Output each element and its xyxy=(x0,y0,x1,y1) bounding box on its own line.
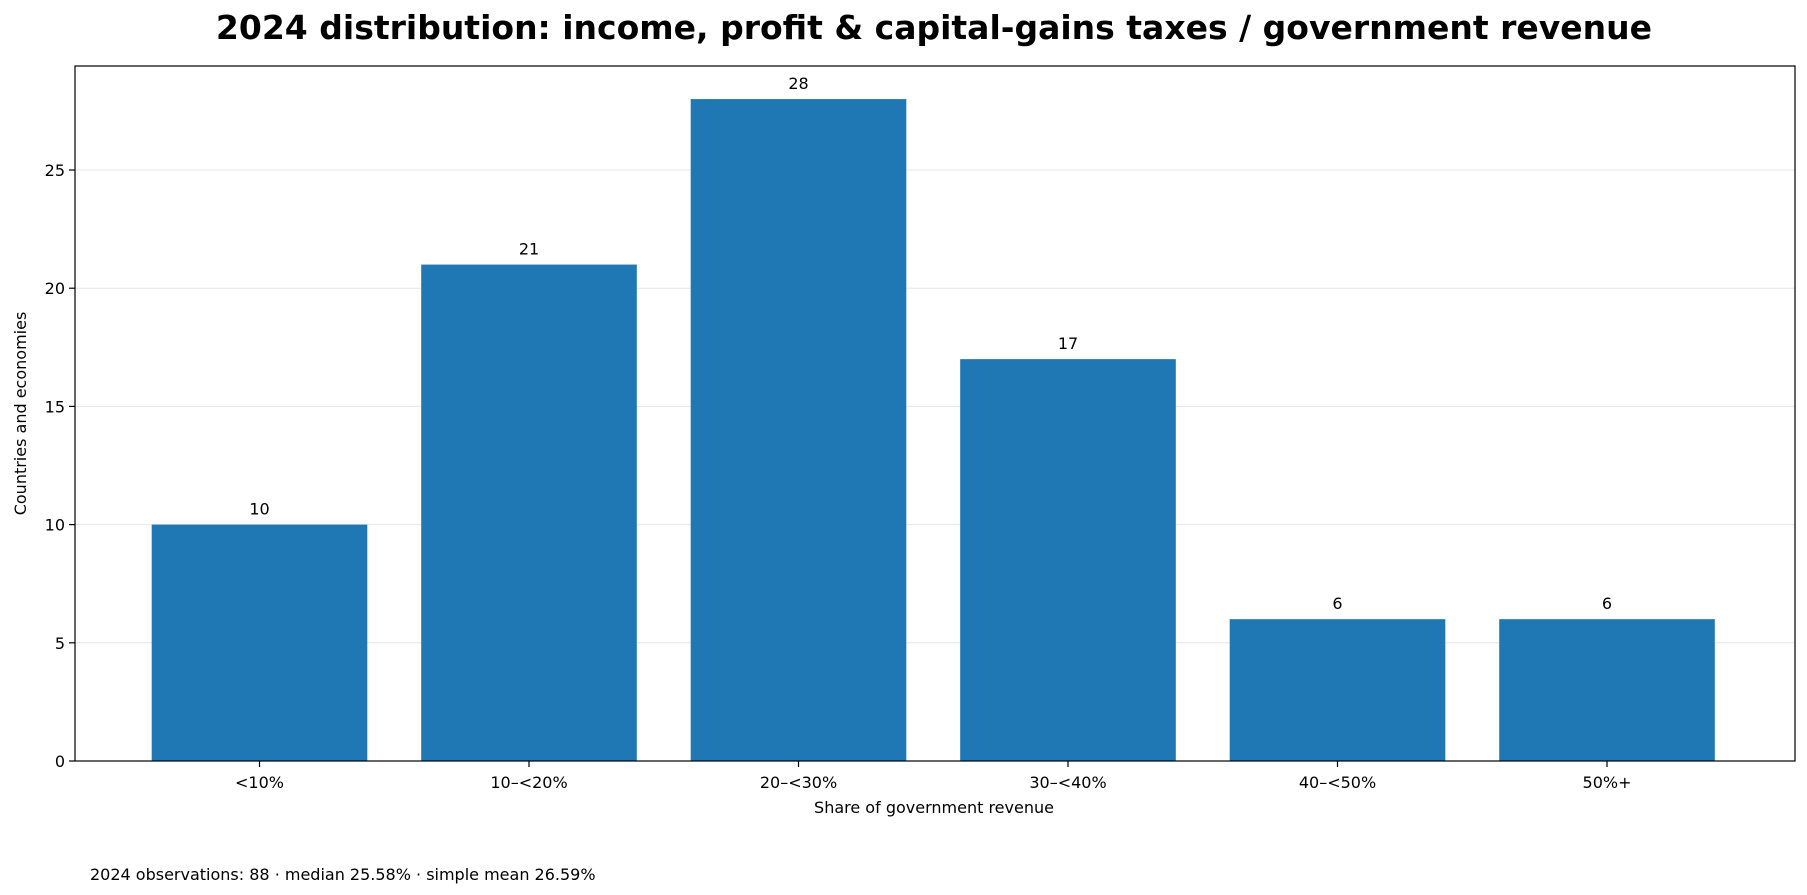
bar xyxy=(1499,619,1715,761)
y-tick-label: 5 xyxy=(55,634,65,653)
bar xyxy=(690,99,907,762)
bar-value-label: 6 xyxy=(1332,594,1342,613)
y-tick-label: 20 xyxy=(45,279,65,298)
bar xyxy=(421,264,637,761)
x-axis-label: Share of government revenue xyxy=(814,798,1054,817)
bar-value-label: 21 xyxy=(519,240,539,259)
x-tick-label: 40–<50% xyxy=(1299,773,1376,792)
bar-value-label: 10 xyxy=(249,500,269,519)
x-tick-label: 50%+ xyxy=(1583,773,1632,792)
bar-value-label: 17 xyxy=(1058,334,1078,353)
x-tick-label: <10% xyxy=(235,773,284,792)
y-tick-label: 10 xyxy=(45,516,65,535)
footnote: 2024 observations: 88 · median 25.58% · … xyxy=(90,865,596,884)
y-axis-label: Countries and economies xyxy=(11,312,30,516)
bar xyxy=(151,524,368,761)
x-axis-ticks: <10% 10–<20% 20–<30% 30–<40% 40–<50% 50%+ xyxy=(235,761,1631,792)
bar-value-label: 6 xyxy=(1602,594,1612,613)
chart-title: 2024 distribution: income, profit & capi… xyxy=(216,8,1652,47)
bar-value-label: 28 xyxy=(788,74,808,93)
y-tick-label: 0 xyxy=(55,752,65,771)
y-tick-label: 15 xyxy=(45,397,65,416)
x-tick-label: 10–<20% xyxy=(490,773,567,792)
bars-layer xyxy=(151,99,1715,762)
bar xyxy=(960,359,1176,761)
x-tick-label: 30–<40% xyxy=(1029,773,1106,792)
x-tick-label: 20–<30% xyxy=(760,773,837,792)
data-labels-layer: 10 21 28 17 6 6 xyxy=(249,74,1612,613)
plot-frame xyxy=(74,65,1796,762)
bar xyxy=(1229,619,1446,761)
y-tick-label: 25 xyxy=(45,161,65,180)
y-axis-ticks: 0 5 10 15 20 25 xyxy=(45,161,75,771)
